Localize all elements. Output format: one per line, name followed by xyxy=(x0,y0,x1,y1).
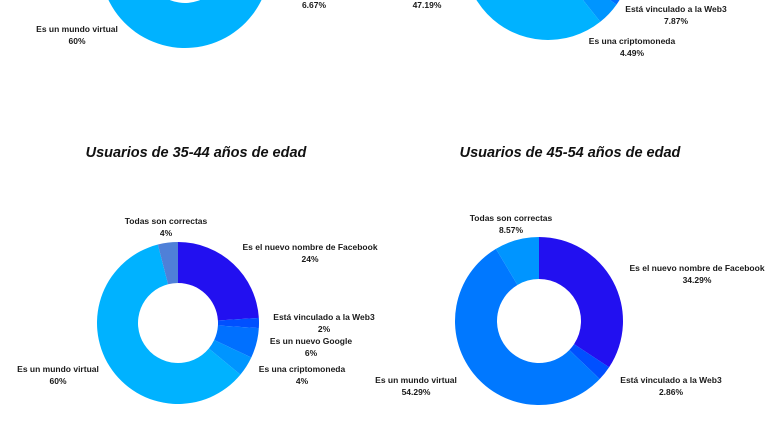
donut-slice xyxy=(476,0,601,40)
donut-chart-top-right xyxy=(476,0,620,40)
label-todas-c4: Todas son correctas 8.57% xyxy=(469,213,553,235)
donut-slice xyxy=(539,237,623,368)
donut-slice xyxy=(208,340,252,375)
label-mundo-virtual-c4: Es un mundo virtual 54.29% xyxy=(375,375,457,397)
label-slice-c1: 6.67% xyxy=(301,0,327,10)
chart-title-45-54: Usuarios de 45-54 años de edad xyxy=(459,145,681,161)
donut-slice xyxy=(495,237,539,285)
label-facebook-c4: Es el nuevo nombre de Facebook 34.29% xyxy=(629,263,765,285)
donut-slice xyxy=(108,0,262,48)
donut-slice xyxy=(217,317,260,329)
label-cripto-c3: Es una criptomoneda 4% xyxy=(258,364,346,386)
donut-chart-35-44 xyxy=(96,242,260,405)
label-google-c3: Es un nuevo Google 6% xyxy=(269,336,353,358)
donut-slice xyxy=(583,0,617,22)
donut-chart-45-54 xyxy=(455,237,623,405)
donut-slice xyxy=(157,242,178,285)
label-todas-c3: Todas son correctas 4% xyxy=(124,216,208,238)
label-web3-c3: Está vinculado a la Web3 2% xyxy=(273,312,375,334)
donut-slice xyxy=(610,0,620,5)
donut-chart-top-left xyxy=(108,0,262,48)
label-mundo-virtual-c2: 47.19% xyxy=(412,0,442,10)
label-mundo-virtual-c1: Es un mundo virtual 60% xyxy=(36,24,118,46)
label-facebook-c3: Es el nuevo nombre de Facebook 24% xyxy=(242,242,378,264)
label-web3-c2: Está vinculado a la Web3 7.87% xyxy=(625,4,727,26)
donut-slice xyxy=(96,244,241,405)
donut-slice xyxy=(455,248,600,405)
label-web3-c4: Está vinculado a la Web3 2.86% xyxy=(620,375,722,397)
label-mundo-virtual-c3: Es un mundo virtual 60% xyxy=(17,364,99,386)
donut-slice xyxy=(178,242,259,321)
donut-slice xyxy=(214,325,259,358)
chart-title-35-44: Usuarios de 35-44 años de edad xyxy=(85,145,307,161)
donut-slice xyxy=(569,344,610,380)
label-cripto-c2: Es una criptomoneda 4.49% xyxy=(588,36,676,58)
